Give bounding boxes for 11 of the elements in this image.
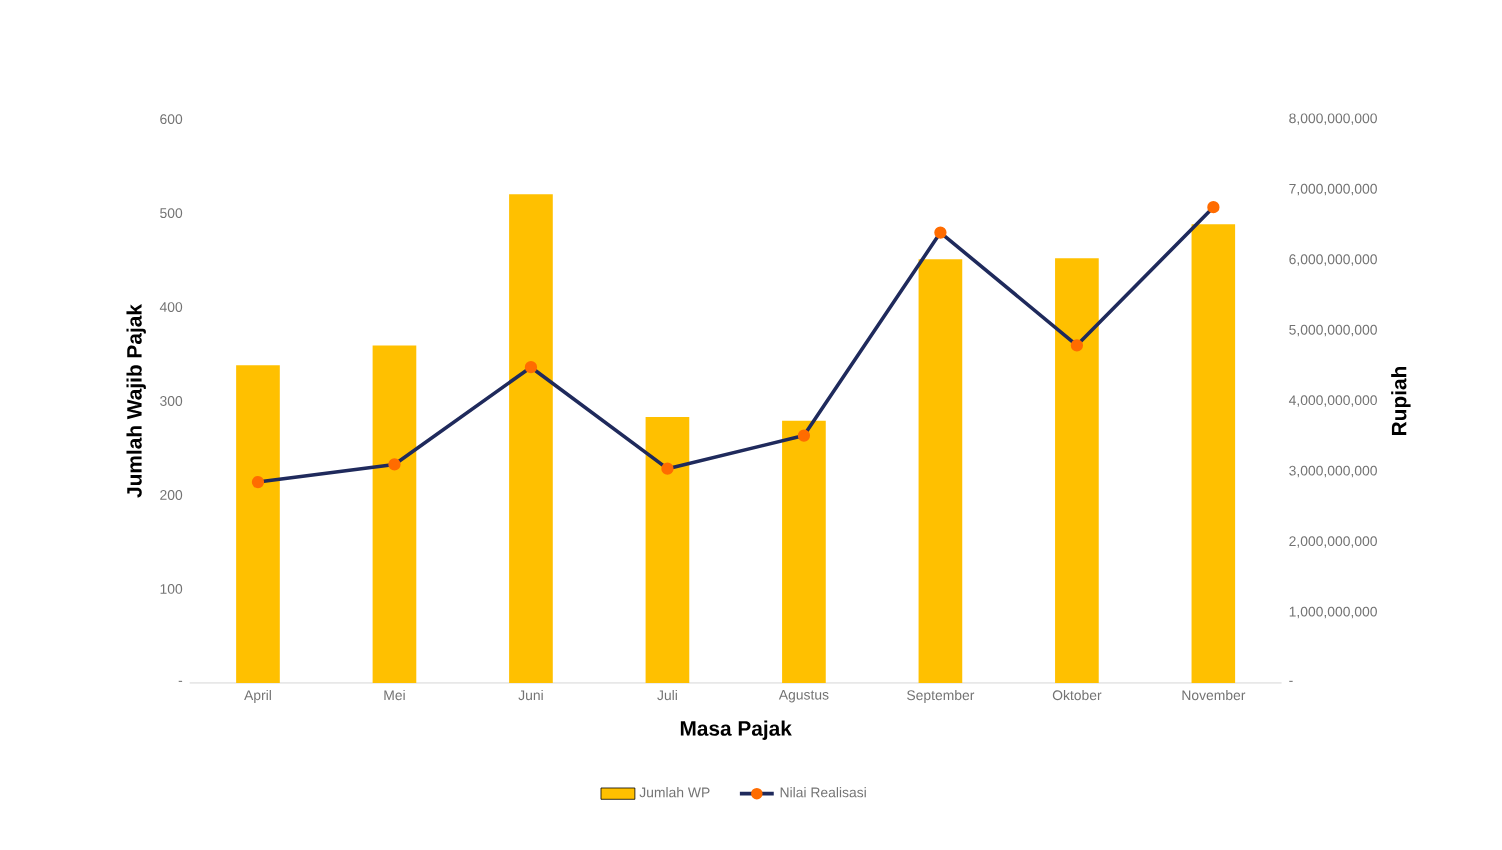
y-axis-title: Jumlah Wajib Pajak bbox=[126, 304, 146, 498]
bar bbox=[1055, 258, 1099, 684]
bar bbox=[509, 194, 553, 684]
bar bbox=[782, 420, 826, 684]
bar bbox=[918, 259, 963, 684]
y2-axis-title: Rupiah bbox=[1391, 367, 1411, 436]
bar bbox=[1191, 224, 1236, 684]
bar bbox=[372, 345, 417, 684]
x-axis-title: Masa Pajak bbox=[680, 720, 792, 741]
bar bbox=[645, 417, 690, 684]
bar bbox=[236, 365, 280, 684]
